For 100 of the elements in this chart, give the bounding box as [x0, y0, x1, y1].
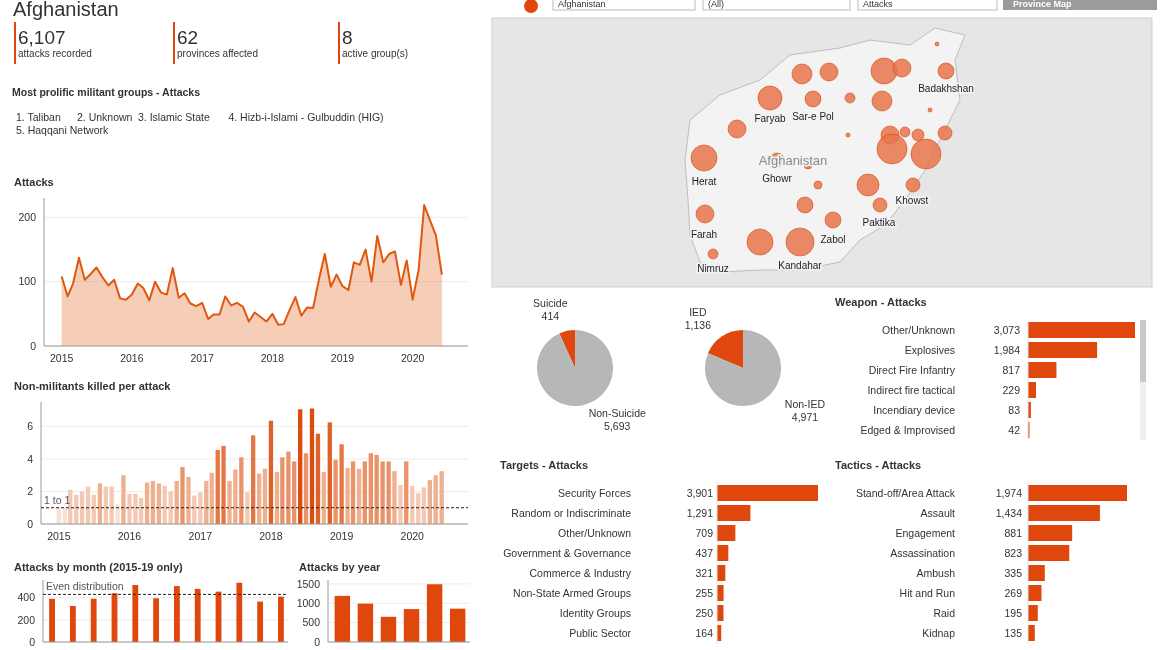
y-tick-label: 0 [29, 635, 36, 648]
y-tick-label: 4 [27, 452, 34, 465]
text: Paktika [862, 216, 896, 228]
data-label: 42 [1008, 423, 1021, 436]
text: Afghanistan [558, 0, 606, 9]
x-tick-label: 2017 [190, 352, 215, 364]
text: 62 [177, 27, 199, 48]
text: Ghowr [762, 172, 793, 184]
y-tick-label: Assassination [890, 546, 956, 559]
y-tick-label: Engagement [895, 526, 956, 539]
y-tick-label: Kidnap [922, 626, 956, 639]
data-label: 4,971 [791, 411, 819, 424]
data-label: 255 [695, 586, 714, 599]
x-tick-label: 2019 [330, 352, 355, 364]
x-tick-label: 2019 [329, 530, 354, 542]
chart-title: Attacks by year [299, 561, 382, 573]
text: Sar-e Pol [792, 110, 834, 122]
text: 8 [342, 27, 353, 48]
slice-label: Non-Suicide [588, 406, 647, 419]
data-label: 1,136 [684, 318, 712, 331]
y-tick-label: 2 [27, 485, 34, 498]
data-label: 1,291 [686, 506, 714, 519]
y-tick-label: Stand-off/Area Attack [855, 486, 956, 499]
y-tick-label: 0 [314, 635, 321, 648]
text: Badakhshan [918, 82, 974, 94]
data-label: 83 [1008, 403, 1021, 416]
y-tick-label: Other/Unknown [558, 526, 632, 539]
y-tick-label: Raid [933, 606, 956, 619]
chart-title: Non-militants killed per attack [14, 380, 172, 392]
chart-title: Attacks by month (2015-19 only) [14, 561, 184, 573]
slice-label: Suicide [533, 297, 568, 310]
y-tick-label: Random or Indiscriminate [511, 506, 632, 519]
y-tick-label: 0 [27, 517, 34, 530]
data-label: 250 [695, 606, 714, 619]
x-tick-label: 2020 [400, 530, 425, 542]
y-tick-label: Hit and Run [899, 586, 956, 599]
text: 1. Taliban [16, 111, 61, 123]
y-tick-label: Ambush [916, 566, 956, 579]
y-tick-label: Direct Fire Infantry [868, 363, 956, 376]
text: 5. Haqqani Network [16, 124, 109, 136]
text: active group(s) [342, 48, 409, 59]
y-tick-label: Assault [920, 506, 956, 519]
y-tick-label: Non-State Armed Groups [513, 586, 631, 599]
data-label: 1,974 [995, 486, 1023, 499]
data-label: 269 [1004, 586, 1023, 599]
text: 2. Unknown [77, 111, 133, 123]
text: 4. Hizb-i-Islami - Gulbuddin (HIG) [228, 111, 384, 123]
ref-line-label: Even distribution [46, 580, 124, 593]
y-tick-label: Incendiary device [873, 403, 956, 416]
y-tick-label: Security Forces [558, 486, 631, 499]
y-tick-label: 6 [27, 420, 34, 433]
chart-title: Attacks [14, 176, 54, 188]
y-tick-label: 100 [18, 275, 37, 288]
text: Farah [690, 228, 718, 240]
text: Herat [691, 175, 717, 187]
text: Attacks [863, 0, 894, 9]
y-tick-label: Public Sector [569, 626, 632, 639]
text: Weapon - Attacks [835, 296, 927, 308]
data-label: 823 [1004, 546, 1023, 559]
data-label: 321 [695, 566, 714, 579]
x-tick-label: 2015 [47, 530, 71, 542]
data-label: 1,434 [995, 506, 1023, 519]
text: 6,107 [18, 27, 66, 48]
text: attacks recorded [18, 48, 92, 59]
data-label: 3,901 [686, 486, 714, 499]
text: 3. Islamic State [138, 111, 210, 123]
text: Kandahar [778, 259, 823, 271]
data-label: 5,693 [604, 419, 631, 432]
data-label: 229 [1002, 383, 1021, 396]
x-tick-label: 2020 [400, 352, 425, 364]
y-tick-label: Indirect fire tactical [867, 383, 955, 396]
text: Khowst [895, 194, 929, 206]
text: Afghanistan [13, 0, 119, 20]
text: Tactics - Attacks [835, 459, 922, 471]
y-tick-label: 500 [302, 616, 321, 629]
x-tick-label: 2015 [50, 352, 74, 364]
y-tick-label: 200 [17, 613, 36, 626]
slice-label: IED [689, 305, 708, 318]
data-label: 335 [1004, 566, 1023, 579]
slice-label: Non-IED [784, 398, 826, 411]
y-tick-label: Explosives [904, 343, 955, 356]
data-label: 1,984 [993, 343, 1021, 356]
x-tick-label: 2017 [188, 530, 213, 542]
data-label: 135 [1004, 626, 1023, 639]
data-label: 709 [695, 526, 714, 539]
y-tick-label: Commerce & Industry [529, 566, 632, 579]
data-label: 881 [1004, 526, 1023, 539]
y-tick-label: 400 [17, 591, 36, 604]
y-tick-label: 1000 [296, 596, 321, 609]
text: provinces affected [177, 48, 258, 59]
text: Nimruz [697, 262, 729, 274]
text: Faryab [754, 112, 786, 124]
data-label: 164 [695, 626, 714, 639]
data-label: 414 [541, 310, 560, 323]
y-tick-label: Edged & Improvised [860, 423, 956, 436]
x-tick-label: 2016 [120, 352, 144, 364]
text: Targets - Attacks [500, 459, 589, 471]
y-tick-label: 1500 [296, 577, 321, 590]
y-tick-label: 0 [30, 339, 37, 352]
text: Most prolific militant groups - Attacks [12, 86, 201, 98]
